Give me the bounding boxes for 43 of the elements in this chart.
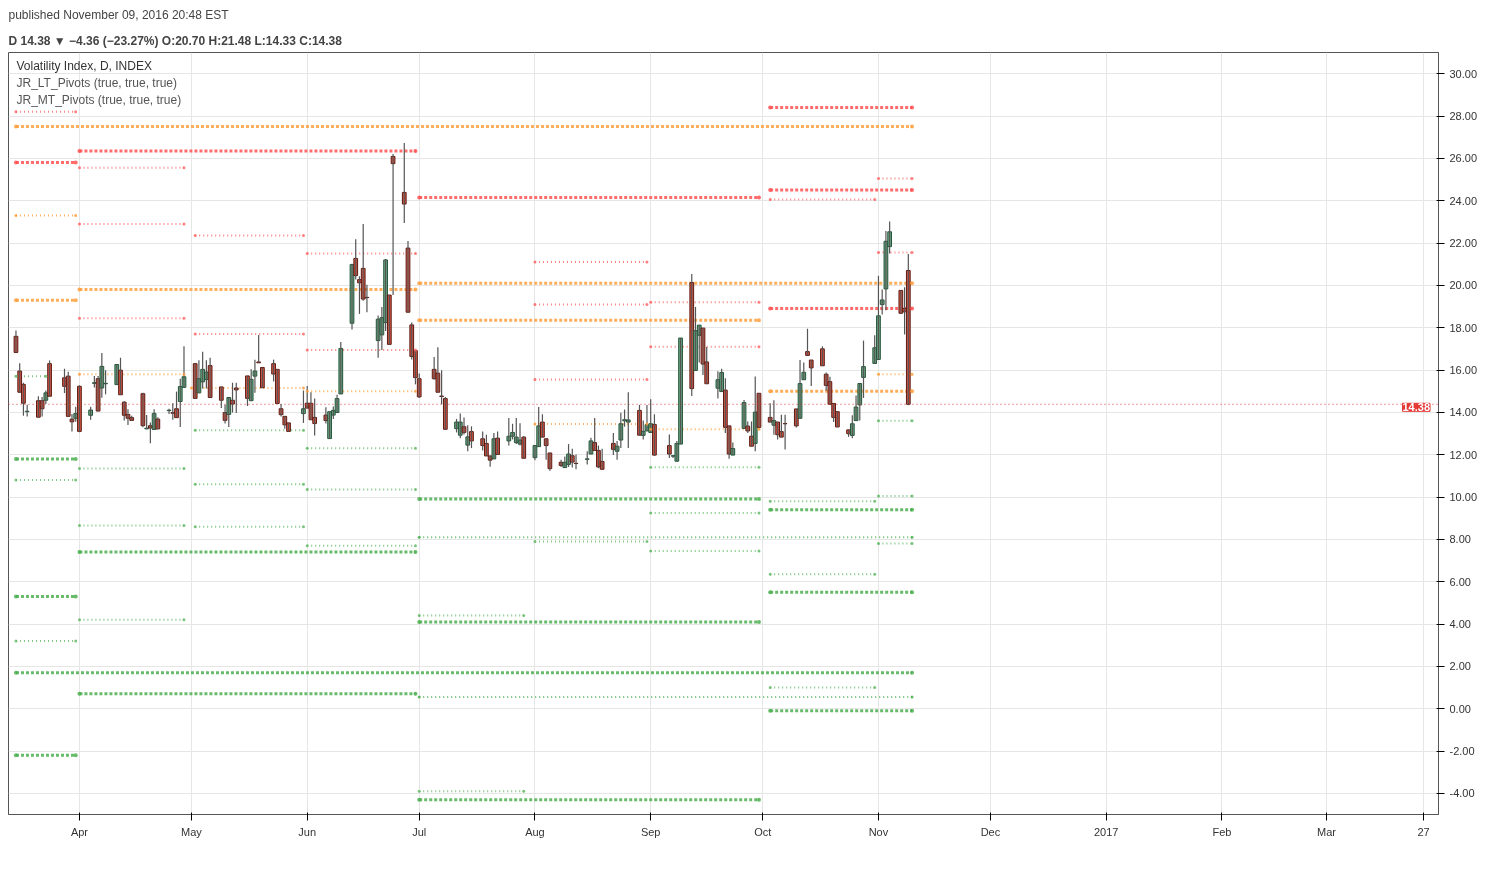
x-tick-label: 2017 — [1093, 825, 1119, 838]
annotation: JR_MT_Pivots (true, true, true) — [16, 92, 182, 107]
y-tick-label: 6.00 — [1449, 575, 1471, 588]
candlestick — [260, 366, 265, 389]
y-tick-label: 10.00 — [1449, 491, 1478, 503]
text: published November 09, 2016 20:48 EST — [8, 7, 230, 22]
y-tick-label: 26.00 — [1449, 152, 1478, 165]
y-tick-label: 14.00 — [1449, 406, 1478, 419]
x-tick-label: Jul — [412, 825, 427, 838]
x-tick-label: 27 — [1417, 825, 1430, 838]
text: Volatility Index, D, INDEX — [16, 58, 152, 73]
y-tick-label: 18.00 — [1449, 321, 1478, 334]
y-tick-label: -2.00 — [1449, 745, 1475, 757]
y-tick-label: 2.00 — [1449, 660, 1471, 673]
x-tick-label: Mar — [1317, 825, 1337, 838]
x-tick-label: Oct — [754, 825, 772, 838]
ref-line-label: 14.38 — [1402, 401, 1431, 414]
y-tick-label: -4.00 — [1449, 787, 1475, 800]
y-tick-label: 0.00 — [1449, 702, 1471, 715]
x-tick-label: Apr — [70, 825, 89, 838]
y-tick-label: 16.00 — [1449, 364, 1478, 376]
x-tick-label: Sep — [640, 825, 661, 838]
annotation: JR_LT_Pivots (true, true, true) — [16, 75, 177, 90]
candlestick — [218, 386, 224, 409]
y-tick-label: 8.00 — [1449, 533, 1471, 546]
y-tick-label: 30.00 — [1449, 67, 1478, 80]
x-tick-label: Nov — [868, 825, 889, 838]
y-tick-label: 20.00 — [1449, 279, 1478, 292]
x-tick-label: Aug — [525, 825, 545, 838]
y-tick-label: 12.00 — [1449, 448, 1478, 461]
candlestick — [569, 448, 575, 469]
candlestick — [805, 328, 810, 356]
x-tick-label: Feb — [1212, 825, 1232, 838]
x-tick-label: Dec — [980, 825, 1001, 838]
y-tick-label: 24.00 — [1449, 194, 1478, 207]
y-tick-label: 4.00 — [1449, 618, 1471, 630]
y-tick-label: 22.00 — [1449, 237, 1478, 249]
x-tick-label: Jun — [298, 825, 317, 838]
text: D 14.38 ▼ −4.36 (−23.27%) O:20.70 H:21.48 L:14.33 C:14.38 — [8, 33, 343, 48]
x-tick-label: May — [181, 825, 203, 838]
candlestick — [808, 359, 814, 387]
y-tick-label: 28.00 — [1449, 110, 1478, 122]
candlestick — [233, 382, 239, 414]
